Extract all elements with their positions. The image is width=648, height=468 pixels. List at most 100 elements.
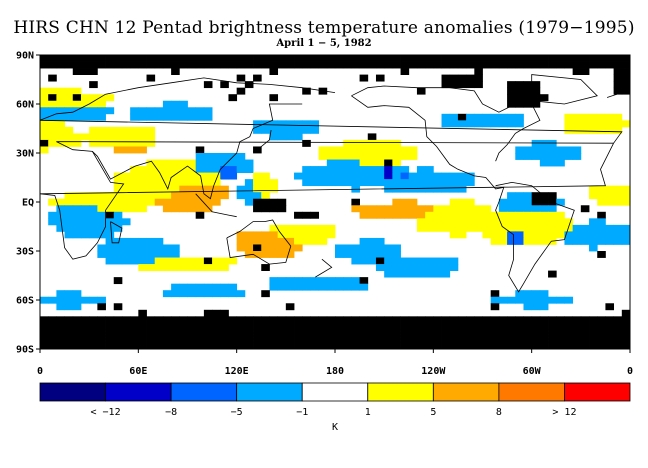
anomaly-cell xyxy=(64,290,74,298)
missing-data-cell xyxy=(572,55,582,62)
missing-data-cell xyxy=(507,342,516,350)
anomaly-cell xyxy=(154,237,164,245)
anomaly-cell xyxy=(72,87,82,95)
missing-data-cell xyxy=(130,329,139,337)
anomaly-cell xyxy=(449,185,459,193)
missing-data-cell xyxy=(154,61,164,69)
missing-data-cell xyxy=(613,87,623,95)
anomaly-cell xyxy=(621,120,631,128)
anomaly-cell xyxy=(359,251,369,258)
anomaly-cell xyxy=(285,251,295,258)
missing-data-cell xyxy=(408,342,418,350)
missing-data-cell xyxy=(244,322,254,330)
anomaly-cell xyxy=(130,113,139,121)
missing-data-cell xyxy=(523,316,533,324)
missing-data-cell xyxy=(310,211,320,219)
anomaly-cell xyxy=(187,172,197,180)
missing-data-cell xyxy=(523,342,533,350)
anomaly-cell xyxy=(384,205,393,213)
missing-data-cell xyxy=(367,329,377,337)
anomaly-cell xyxy=(64,126,74,134)
anomaly-cell xyxy=(359,211,369,219)
anomaly-cell xyxy=(105,251,115,258)
anomaly-cell xyxy=(523,205,533,213)
anomaly-cell xyxy=(97,139,106,147)
missing-data-cell xyxy=(64,61,74,69)
missing-data-cell xyxy=(531,61,541,69)
anomaly-cell xyxy=(171,283,180,291)
missing-data-cell xyxy=(72,55,82,62)
missing-data-cell xyxy=(359,316,369,324)
missing-data-cell xyxy=(343,322,352,330)
missing-data-cell xyxy=(228,322,238,330)
missing-data-cell xyxy=(621,335,631,343)
anomaly-cell xyxy=(523,303,533,311)
missing-data-cell xyxy=(523,322,533,330)
anomaly-cell xyxy=(515,211,524,219)
anomaly-cell xyxy=(244,231,254,239)
missing-data-cell xyxy=(318,55,328,62)
anomaly-cell xyxy=(40,100,49,108)
missing-data-cell xyxy=(474,316,483,324)
missing-data-cell xyxy=(72,61,82,69)
anomaly-cell xyxy=(589,237,598,245)
anomaly-cell xyxy=(162,172,172,180)
anomaly-cell xyxy=(236,185,246,193)
anomaly-cell xyxy=(548,205,557,213)
anomaly-cell xyxy=(138,192,147,200)
coastline-path xyxy=(226,219,292,265)
anomaly-cell xyxy=(548,211,557,219)
anomaly-cell xyxy=(97,94,106,102)
anomaly-cell xyxy=(343,244,352,252)
anomaly-cell xyxy=(64,218,74,226)
anomaly-cell xyxy=(523,237,533,245)
chart-title: HIRS CHN 12 Pentad brightness temperatur… xyxy=(13,18,635,38)
anomaly-cell xyxy=(113,192,123,200)
anomaly-cell xyxy=(228,257,238,265)
missing-data-cell xyxy=(302,329,311,337)
anomaly-cell xyxy=(146,133,156,141)
missing-data-cell xyxy=(498,316,508,324)
missing-data-cell xyxy=(162,322,172,330)
anomaly-cell xyxy=(212,257,221,265)
anomaly-cell xyxy=(244,159,254,167)
anomaly-cell xyxy=(56,100,65,108)
missing-data-cell xyxy=(261,198,270,206)
missing-data-cell xyxy=(130,316,139,324)
anomaly-cell xyxy=(507,211,516,219)
missing-data-cell xyxy=(408,55,418,62)
anomaly-cell xyxy=(89,192,98,200)
anomaly-cell xyxy=(220,153,229,160)
colorbar-swatch xyxy=(105,382,172,402)
anomaly-cell xyxy=(605,192,615,200)
missing-data-cell xyxy=(154,342,164,350)
missing-data-cell xyxy=(400,55,410,62)
anomaly-cell xyxy=(97,211,106,219)
missing-data-cell xyxy=(244,81,254,89)
anomaly-cell xyxy=(367,153,377,160)
anomaly-cell xyxy=(498,237,508,245)
anomaly-cell xyxy=(498,113,508,121)
missing-data-cell xyxy=(228,335,238,343)
anomaly-cell xyxy=(359,283,369,291)
anomaly-cell xyxy=(351,172,360,180)
anomaly-cell xyxy=(179,198,188,206)
missing-data-cell xyxy=(113,303,123,311)
anomaly-cell xyxy=(113,139,123,147)
missing-data-cell xyxy=(400,335,410,343)
anomaly-cell xyxy=(408,146,418,154)
missing-data-cell xyxy=(589,55,598,62)
anomaly-cell xyxy=(80,211,90,219)
missing-data-cell xyxy=(154,322,164,330)
missing-data-cell xyxy=(236,329,246,337)
anomaly-cell xyxy=(367,166,377,173)
anomaly-cell xyxy=(171,179,180,187)
anomaly-cell xyxy=(375,172,385,180)
missing-data-cell xyxy=(523,61,533,69)
anomaly-cell xyxy=(113,126,123,134)
anomaly-cell xyxy=(89,231,98,239)
anomaly-cell xyxy=(408,198,418,206)
missing-data-cell xyxy=(318,316,328,324)
anomaly-cell xyxy=(187,257,197,265)
missing-data-cell xyxy=(531,192,541,200)
